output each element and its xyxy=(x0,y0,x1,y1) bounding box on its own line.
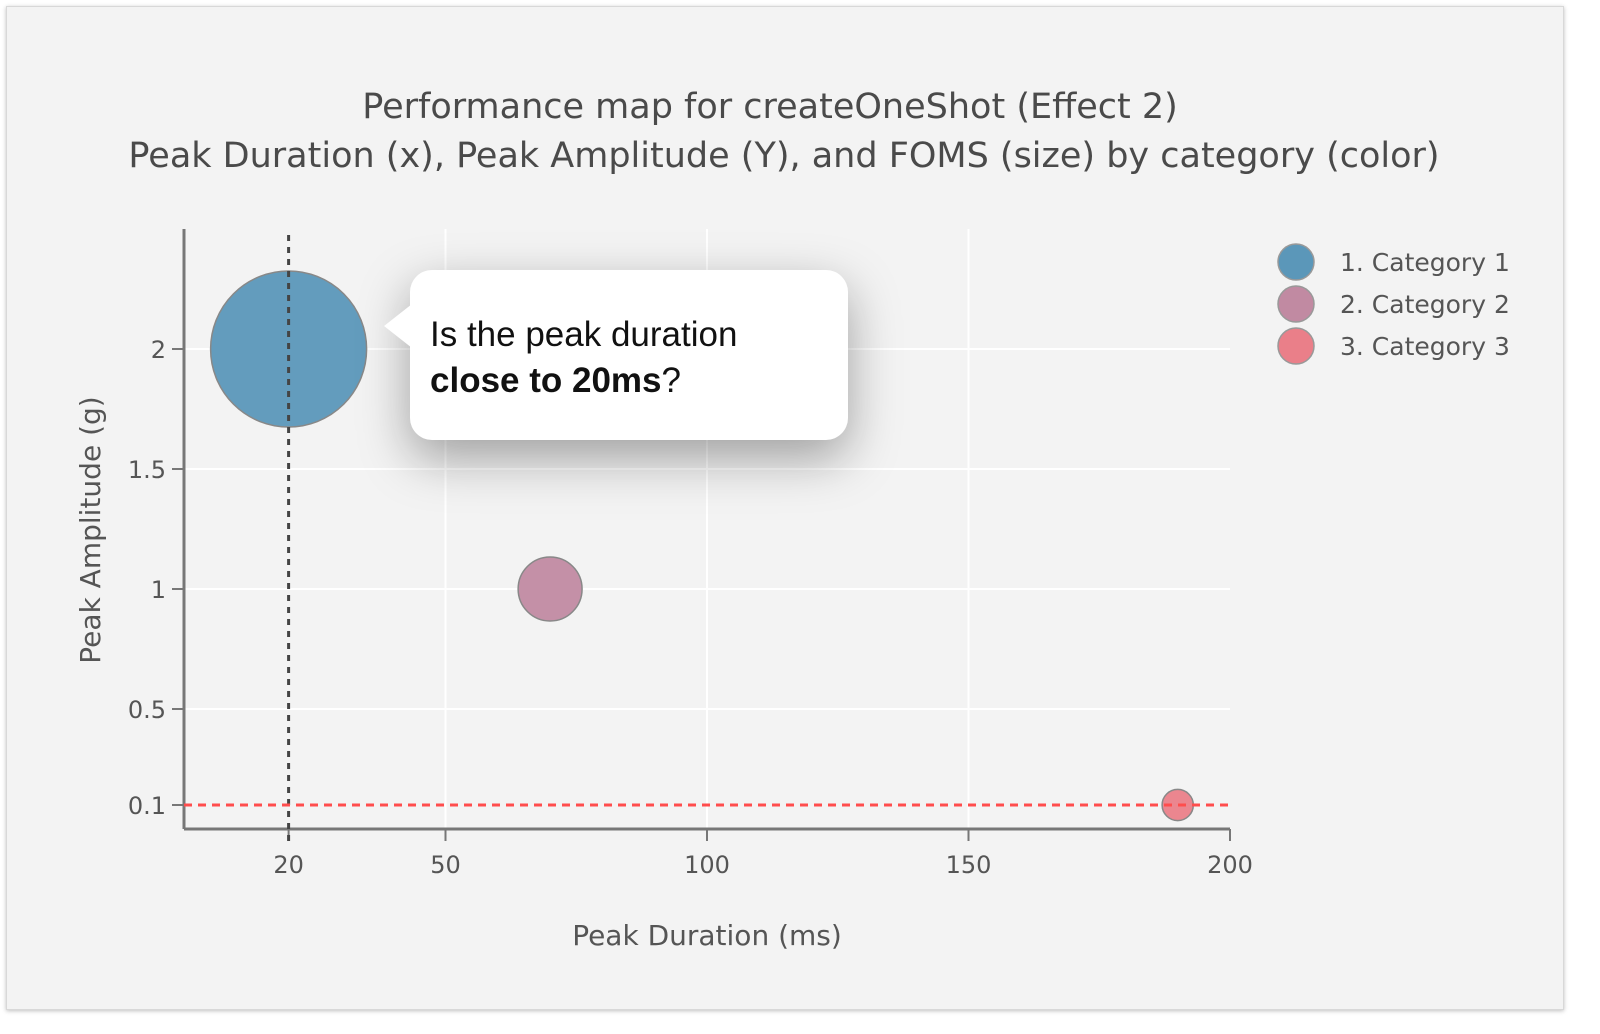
legend-label: 1. Category 1 xyxy=(1340,248,1510,277)
y-tick-label: 1.5 xyxy=(128,456,166,484)
legend-swatch xyxy=(1277,285,1315,323)
chart-title: Performance map for createOneShot (Effec… xyxy=(362,87,1178,127)
y-tick-label: 2 xyxy=(151,336,166,364)
x-axis-label: Peak Duration (ms) xyxy=(572,919,842,952)
legend-label: 2. Category 2 xyxy=(1340,290,1510,319)
legend-swatch xyxy=(1277,327,1315,365)
bubble-2-category-2 xyxy=(517,556,583,622)
callout-text: Is the peak duration xyxy=(430,315,738,354)
x-tick-label: 20 xyxy=(273,851,304,879)
x-tick-label: 200 xyxy=(1207,851,1253,879)
x-tick-label: 150 xyxy=(946,851,992,879)
y-axis-label: Peak Amplitude (g) xyxy=(74,396,107,663)
callout-text-end: ? xyxy=(661,361,681,400)
callout-bold-text: close to 20ms xyxy=(430,361,662,400)
y-tick-label: 0.5 xyxy=(128,696,166,724)
x-tick-label: 50 xyxy=(430,851,461,879)
y-tick-label: 1 xyxy=(151,576,166,604)
chart-frame xyxy=(6,6,1564,1010)
legend-swatch xyxy=(1277,243,1315,281)
y-tick-label: 0.1 xyxy=(128,792,166,820)
x-tick-label: 100 xyxy=(684,851,730,879)
callout-tail xyxy=(384,304,412,348)
legend: 1. Category 1 2. Category 2 3. Category 3 xyxy=(1277,243,1510,365)
legend-label: 3. Category 3 xyxy=(1340,332,1510,361)
chart-subtitle: Peak Duration (x), Peak Amplitude (Y), a… xyxy=(128,136,1439,176)
callout-bubble: Is the peak duration close to 20ms? xyxy=(384,270,848,440)
